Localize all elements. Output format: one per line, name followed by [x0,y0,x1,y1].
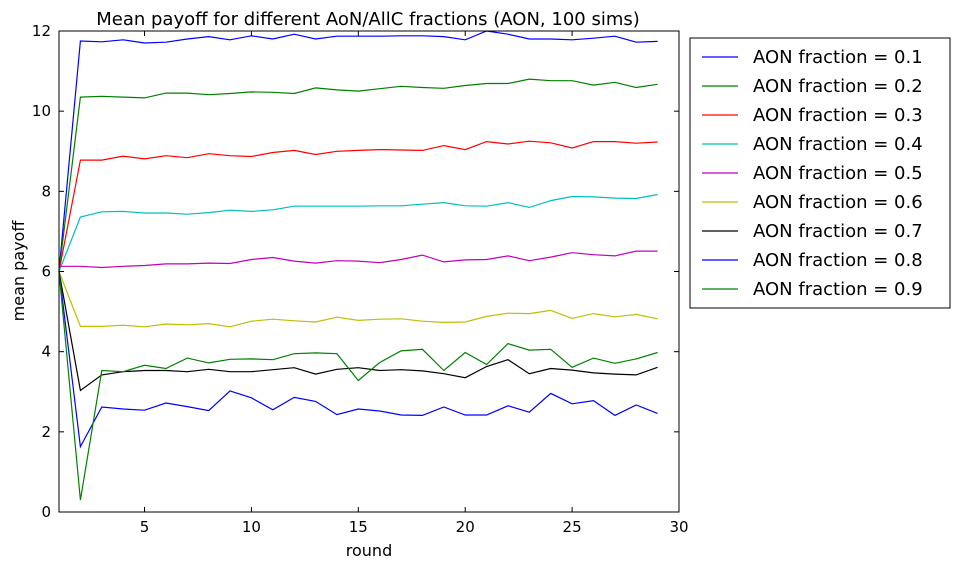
y-tick-label: 4 [41,343,51,361]
x-axis-title: round [346,541,392,560]
x-axis: 5 10 15 20 25 30 [140,31,689,536]
x-tick-label: 15 [349,518,368,536]
legend-label: AON fraction = 0.8 [753,250,923,271]
legend-label: AON fraction = 0.1 [753,47,923,68]
legend-item-1: AON fraction = 0.1 [702,47,923,68]
y-axis-title: mean payoff [9,220,28,322]
legend-label: AON fraction = 0.3 [753,105,923,126]
series-line-5 [59,250,658,269]
x-tick-label: 20 [456,518,475,536]
series-line-2 [58,78,658,272]
y-tick-label: 0 [41,503,51,521]
series-line-7 [58,271,658,392]
y-tick-label: 2 [41,423,51,441]
legend-item-8: AON fraction = 0.8 [702,250,923,271]
series-line-4 [58,193,658,272]
x-tick-label: 10 [242,518,261,536]
plot-frame [58,30,680,513]
legend: AON fraction = 0.1 AON fraction = 0.2 AON … [689,37,951,309]
x-tick-label: 25 [563,518,582,536]
series-line-6 [58,271,658,328]
legend-item-7: AON fraction = 0.7 [702,221,923,242]
legend-item-2: AON fraction = 0.2 [702,76,923,97]
legend-label: AON fraction = 0.5 [753,163,923,184]
y-tick-label: 8 [41,182,51,200]
legend-label: AON fraction = 0.9 [753,279,923,300]
y-tick-label: 6 [41,263,51,281]
legend-label: AON fraction = 0.7 [753,221,923,242]
legend-item-9: AON fraction = 0.9 [702,279,923,300]
x-tick-label: 30 [669,518,688,536]
legend-label: AON fraction = 0.4 [753,134,923,155]
legend-item-3: AON fraction = 0.3 [702,105,923,126]
series-line-1 [58,30,658,272]
y-axis: 0 2 4 6 8 10 12 [32,22,679,521]
legend-label: AON fraction = 0.6 [753,192,923,213]
series-line-8 [58,271,658,449]
series-line-3 [58,140,658,272]
legend-label: AON fraction = 0.2 [753,76,923,97]
legend-item-4: AON fraction = 0.4 [702,134,923,155]
series-line-9 [58,271,658,501]
y-tick-label: 12 [32,22,51,40]
series-layer [58,30,658,501]
legend-item-6: AON fraction = 0.6 [702,192,923,213]
legend-item-5: AON fraction = 0.5 [702,163,923,184]
chart-title: Mean payoff for different AoN/AllC fract… [96,9,640,30]
y-tick-label: 10 [32,102,51,120]
x-tick-label: 5 [140,518,150,536]
